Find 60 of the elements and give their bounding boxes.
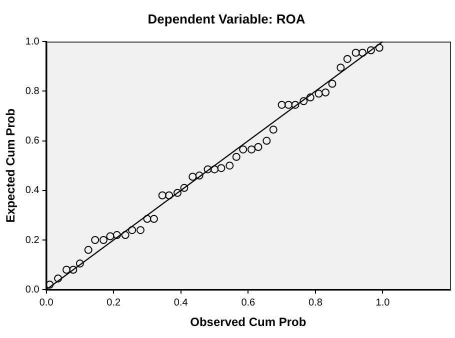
point xyxy=(128,226,136,234)
y-tick-label: 0.6 xyxy=(25,136,40,147)
point xyxy=(54,274,62,282)
x-tick-label: 0.4 xyxy=(174,297,188,308)
point xyxy=(322,88,330,96)
point xyxy=(239,145,248,154)
point xyxy=(195,172,204,180)
point xyxy=(188,172,197,181)
point xyxy=(278,100,286,109)
x-tick-label: 1.0 xyxy=(376,297,390,308)
point xyxy=(232,152,240,161)
point xyxy=(300,97,308,106)
x-tick-label: 0.0 xyxy=(39,297,54,308)
point xyxy=(254,143,262,151)
point xyxy=(112,231,121,240)
point xyxy=(150,214,158,223)
point xyxy=(336,64,345,72)
point xyxy=(76,260,84,268)
point xyxy=(328,80,336,88)
x-axis-title: Observed Cum Prob xyxy=(190,315,306,330)
y-tick-label: 0.2 xyxy=(25,234,40,246)
x-tick-label: 0.8 xyxy=(308,297,323,308)
point xyxy=(99,236,108,244)
point xyxy=(375,44,384,52)
point xyxy=(314,90,323,98)
point xyxy=(136,226,144,234)
point xyxy=(62,266,70,274)
point xyxy=(366,46,375,54)
point xyxy=(69,266,78,274)
y-tick-label: 0.0 xyxy=(25,284,40,296)
y-axis-title: Expected Cum Prob xyxy=(4,108,18,223)
point xyxy=(121,231,130,240)
point xyxy=(217,164,226,172)
point xyxy=(210,165,219,174)
point xyxy=(180,184,188,192)
point xyxy=(343,54,352,63)
point xyxy=(91,236,100,244)
chart-title: Dependent Variable: ROA xyxy=(148,11,306,26)
point xyxy=(174,188,182,197)
point xyxy=(106,232,114,240)
point xyxy=(284,100,293,109)
point xyxy=(306,93,314,102)
point xyxy=(358,48,367,57)
point xyxy=(165,191,174,200)
point xyxy=(158,191,166,200)
point xyxy=(46,280,54,289)
point xyxy=(204,165,212,174)
point xyxy=(248,145,256,154)
point xyxy=(143,214,152,223)
point xyxy=(226,162,234,170)
y-tick-label: 0.8 xyxy=(25,86,40,97)
y-tick-label: 1.0 xyxy=(25,36,40,48)
x-tick-label: 0.6 xyxy=(241,297,256,308)
point xyxy=(269,126,278,134)
point xyxy=(352,48,360,57)
point xyxy=(84,246,92,254)
point xyxy=(291,100,300,109)
point xyxy=(262,136,271,145)
x-tick-label: 0.2 xyxy=(106,297,121,308)
y-tick-label: 0.4 xyxy=(25,185,40,196)
